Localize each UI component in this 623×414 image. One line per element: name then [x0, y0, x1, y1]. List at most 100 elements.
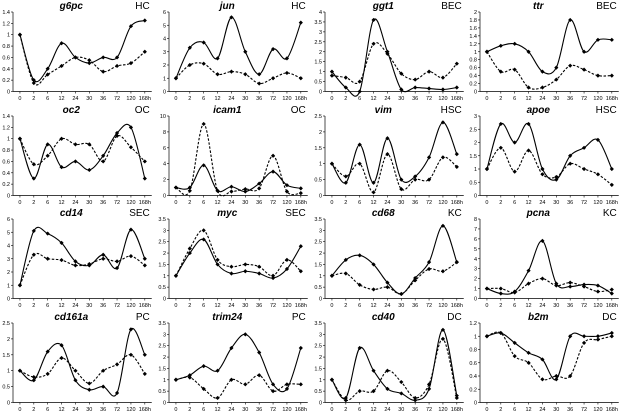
y-tick-label: 0.5	[314, 285, 322, 291]
data-point-series-1	[45, 349, 50, 354]
x-tick-label: 30	[86, 407, 92, 413]
data-point-series-1	[398, 87, 403, 92]
x-tick-label: 12	[59, 200, 65, 206]
data-point-series-1	[73, 377, 78, 382]
data-point-series-1	[45, 231, 50, 236]
x-tick-label: 0	[18, 303, 21, 309]
data-point-series-2	[568, 373, 573, 378]
x-tick-label: 24	[540, 303, 546, 309]
data-point-series-2	[540, 171, 545, 176]
y-tick-label: 0.6	[2, 55, 10, 61]
x-tick-label: 30	[86, 96, 92, 102]
data-point-series-1	[45, 66, 50, 71]
data-point-series-2	[540, 276, 545, 281]
x-tick-label: 24	[228, 407, 234, 413]
x-tick-label: 36	[100, 303, 106, 309]
y-tick-label: 8	[163, 129, 166, 135]
y-tick-label: 1.6	[470, 26, 478, 32]
x-tick-label: 168h	[294, 407, 306, 413]
data-point-series-1	[187, 372, 192, 377]
y-tick-label: 1	[474, 334, 477, 340]
series-line-2	[19, 34, 146, 86]
data-point-series-2	[440, 154, 445, 159]
x-tick-label: 30	[242, 407, 248, 413]
y-tick-label: 2.5	[470, 127, 478, 133]
data-point-series-1	[31, 78, 36, 83]
data-point-series-2	[412, 177, 417, 182]
data-point-series-1	[284, 56, 289, 61]
data-point-series-1	[201, 237, 206, 242]
data-point-series-2	[370, 287, 376, 292]
data-point-series-2	[114, 361, 120, 366]
y-tick-label: 1.5	[314, 60, 322, 66]
gene-title: cd68	[371, 208, 394, 219]
y-tick-label: 2	[318, 355, 321, 361]
x-tick-label: 2	[500, 96, 503, 102]
x-tick-label: 6	[46, 303, 49, 309]
data-point-series-2	[201, 61, 206, 66]
gene-title: ggt1	[371, 1, 394, 12]
x-tick-label: 12	[370, 303, 376, 309]
data-point-series-2	[215, 188, 220, 193]
data-point-series-2	[357, 388, 362, 393]
y-tick-label: 0	[163, 400, 166, 406]
x-tick-label: 72	[270, 96, 276, 102]
data-point-series-1	[568, 17, 573, 23]
x-tick-label: 2	[32, 96, 35, 102]
x-tick-label: 168h	[606, 303, 618, 309]
data-point-series-2	[31, 252, 36, 257]
x-tick-label: 24	[384, 407, 390, 413]
data-point-series-2	[540, 85, 545, 90]
gene-title: apoe	[527, 105, 551, 116]
data-point-series-2	[201, 121, 206, 126]
y-tick-label: 1.4	[2, 114, 10, 120]
x-tick-label: 2	[188, 407, 191, 413]
y-tick-label: 1.5	[470, 153, 478, 159]
y-tick-label: 8	[474, 217, 477, 223]
data-point-series-1	[540, 356, 545, 362]
series-line-1	[175, 164, 301, 192]
data-point-series-1	[440, 223, 445, 228]
y-tick-label: 2.5	[314, 343, 322, 349]
data-point-series-2	[242, 72, 248, 77]
series-line-2	[331, 42, 457, 84]
cell-type-label: DC	[447, 312, 461, 323]
data-point-series-2	[454, 61, 459, 66]
data-point-series-2	[270, 153, 275, 158]
data-point-series-1	[440, 87, 445, 92]
data-point-series-2	[554, 77, 559, 82]
data-point-series-2	[87, 141, 92, 146]
data-point-series-2	[270, 388, 275, 393]
y-tick-label: 4	[163, 37, 166, 43]
gene-title: myc	[217, 208, 237, 219]
x-tick-label: 36	[412, 407, 418, 413]
x-tick-label: 2	[32, 303, 35, 309]
x-tick-label: 12	[214, 407, 220, 413]
x-tick-label: 120	[438, 200, 447, 206]
y-tick-label: 0	[318, 297, 321, 303]
cell-type-label: HC	[291, 1, 305, 12]
data-point-series-2	[440, 336, 445, 341]
data-point-series-2	[101, 158, 106, 164]
y-tick-label: 2.5	[158, 240, 166, 246]
data-point-series-1	[101, 153, 106, 158]
y-tick-label: 3	[318, 30, 321, 36]
data-point-series-2	[568, 63, 573, 68]
x-tick-label: 72	[114, 200, 120, 206]
data-point-series-1	[256, 349, 262, 355]
y-tick-label: 0.4	[470, 74, 478, 80]
y-tick-label: 2.5	[314, 114, 322, 120]
y-tick-label: 2	[163, 177, 166, 183]
data-point-series-2	[398, 291, 403, 297]
data-point-series-1	[45, 141, 50, 146]
x-tick-label: 168h	[294, 303, 306, 309]
series-line-1	[19, 327, 146, 397]
series-line-2	[331, 261, 457, 295]
data-point-series-2	[454, 260, 459, 265]
data-point-series-2	[568, 280, 573, 285]
data-point-series-1	[298, 20, 303, 25]
data-point-series-2	[596, 289, 601, 294]
data-point-series-1	[384, 386, 390, 391]
data-point-series-1	[201, 363, 206, 368]
x-tick-label: 2	[188, 96, 191, 102]
